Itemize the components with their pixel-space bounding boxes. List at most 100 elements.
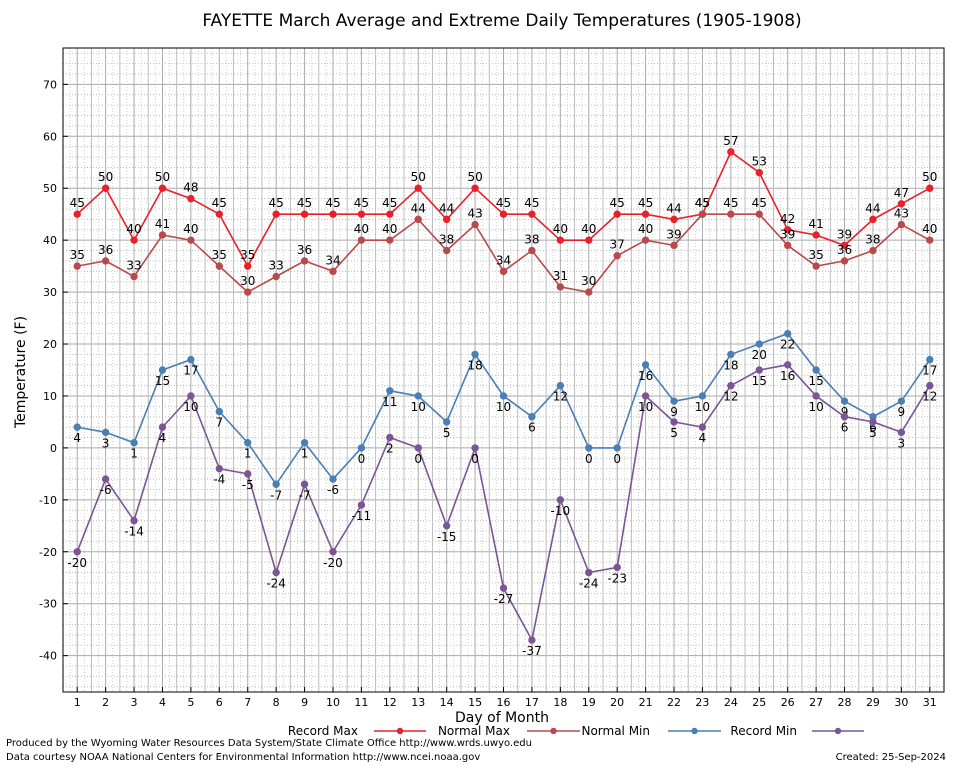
data-label-record-max: 45 — [610, 196, 625, 210]
data-point-record-min — [727, 381, 735, 390]
data-label-record-max: 40 — [126, 222, 141, 236]
data-label-normal-min: 0 — [585, 452, 593, 466]
x-tick-label: 1 — [74, 696, 81, 709]
y-axis-label: Temperature (F) — [13, 316, 29, 429]
data-point-record-min — [357, 501, 366, 509]
data-label-normal-min: 10 — [695, 400, 710, 414]
data-point-record-max — [386, 210, 394, 218]
data-label-record-max: 45 — [496, 196, 511, 210]
data-label-record-max: 45 — [382, 196, 397, 210]
data-point-normal-min — [357, 444, 366, 452]
data-label-normal-max: 37 — [610, 238, 625, 252]
data-point-normal-min — [73, 423, 81, 431]
data-label-record-min: 5 — [869, 426, 877, 440]
data-label-record-max: 45 — [354, 196, 369, 210]
data-point-record-max — [130, 236, 138, 244]
data-point-record-min — [556, 496, 565, 504]
data-point-normal-max — [556, 283, 565, 291]
data-label-normal-min: 12 — [553, 390, 568, 404]
data-label-normal-min: 9 — [670, 405, 678, 419]
data-label-normal-max: 41 — [155, 217, 170, 231]
data-point-normal-max — [329, 267, 337, 276]
data-label-normal-max: 43 — [894, 207, 909, 221]
legend-marker-normal-max — [550, 727, 557, 735]
y-tick-label: -30 — [39, 598, 57, 611]
data-label-record-min: -5 — [242, 478, 254, 492]
x-tick-label: 26 — [781, 696, 795, 709]
data-point-record-max — [187, 194, 195, 203]
data-label-normal-max: 33 — [126, 259, 141, 273]
y-tick-label: 20 — [43, 338, 57, 351]
data-point-normal-max — [187, 236, 195, 244]
x-tick-label: 16 — [497, 696, 511, 709]
data-point-normal-min — [840, 397, 849, 405]
data-label-normal-max: 44 — [411, 201, 426, 215]
data-label-record-max: 41 — [808, 217, 823, 231]
data-label-record-max: 45 — [70, 196, 85, 210]
data-label-record-max: 50 — [155, 170, 170, 184]
x-axis-label: Day of Month — [455, 710, 549, 726]
legend-label-record-max: Record Max — [288, 724, 358, 738]
data-point-record-min — [414, 444, 422, 452]
x-tick-label: 25 — [752, 696, 766, 709]
data-label-normal-min: 0 — [358, 452, 366, 466]
data-label-normal-min: 7 — [215, 416, 223, 430]
data-label-normal-max: 36 — [98, 243, 113, 257]
credit-line-2: Data courtesy NOAA National Centers for … — [6, 752, 481, 763]
data-point-record-min — [130, 516, 138, 525]
data-point-record-max — [300, 210, 309, 218]
data-label-normal-max: 34 — [325, 253, 340, 267]
data-label-normal-min: -7 — [270, 488, 282, 502]
data-point-normal-min — [727, 350, 735, 359]
data-point-record-max — [727, 148, 735, 156]
data-label-record-min: -20 — [323, 556, 343, 570]
data-point-record-min — [897, 428, 906, 437]
data-label-record-max: 45 — [269, 196, 284, 210]
data-point-normal-max — [244, 288, 252, 296]
x-tick-label: 8 — [273, 696, 280, 709]
data-point-record-min — [272, 568, 280, 577]
data-point-record-max — [670, 215, 678, 224]
data-label-record-min: -15 — [437, 530, 457, 544]
data-label-record-min: 2 — [386, 442, 394, 456]
data-point-record-max — [926, 184, 934, 192]
data-point-normal-min — [641, 361, 650, 369]
x-tick-label: 23 — [695, 696, 709, 709]
data-label-normal-max: 45 — [695, 196, 710, 210]
x-tick-label: 4 — [159, 696, 166, 709]
data-point-record-min — [215, 464, 224, 473]
data-label-normal-max: 39 — [666, 227, 681, 241]
data-point-normal-min — [187, 355, 195, 364]
data-point-record-min — [528, 636, 536, 644]
data-point-record-min — [386, 433, 394, 442]
data-label-record-max: 48 — [183, 181, 198, 195]
data-point-record-min — [158, 423, 167, 431]
x-tick-label: 14 — [440, 696, 454, 709]
data-point-normal-min — [698, 392, 707, 400]
data-point-record-max — [840, 241, 849, 250]
data-point-normal-max — [698, 210, 707, 218]
data-label-record-min: 16 — [780, 369, 795, 383]
data-point-normal-max — [897, 220, 906, 229]
data-point-record-min — [812, 392, 820, 400]
data-label-record-max: 45 — [212, 196, 227, 210]
data-point-normal-min — [556, 381, 565, 390]
x-tick-label: 15 — [468, 696, 482, 709]
data-point-record-max — [73, 210, 81, 218]
data-label-normal-max: 34 — [496, 253, 511, 267]
x-tick-label: 10 — [326, 696, 340, 709]
data-point-normal-min — [272, 480, 280, 488]
data-point-normal-min — [244, 439, 252, 447]
data-label-normal-min: 17 — [183, 364, 198, 378]
data-label-record-min: 0 — [471, 452, 479, 466]
data-label-normal-min: 20 — [752, 348, 767, 362]
data-point-normal-max — [727, 210, 735, 218]
data-label-normal-max: 43 — [467, 207, 482, 221]
data-point-normal-min — [101, 428, 110, 437]
data-label-normal-min: 15 — [155, 374, 170, 388]
x-tick-label: 24 — [724, 696, 738, 709]
data-point-record-max — [215, 210, 224, 218]
data-label-normal-min: 3 — [102, 436, 110, 450]
